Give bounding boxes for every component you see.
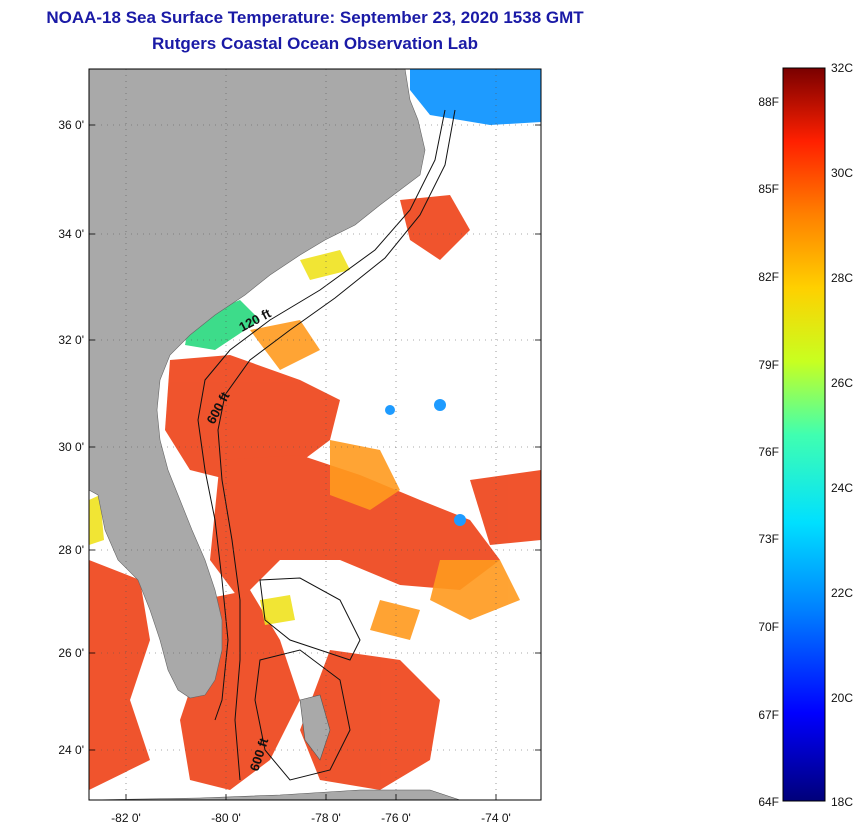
bahamas-bank-contour-south (254, 649, 351, 781)
lat-label-28: 28 0' (58, 543, 84, 557)
cb-f-70: 70F (758, 620, 779, 634)
bahamas-bank-contour (259, 577, 361, 661)
cb-f-85: 85F (758, 182, 779, 196)
cb-c-26: 26C (831, 376, 853, 390)
lat-label-24: 24 0' (58, 743, 84, 757)
isobath-120ft (197, 109, 446, 721)
cb-f-73: 73F (758, 532, 779, 546)
cb-c-30: 30C (831, 166, 853, 180)
cb-f-82: 82F (758, 270, 779, 284)
lat-label-26: 26 0' (58, 646, 84, 660)
colorbar (782, 67, 826, 802)
land-cuba (89, 789, 461, 800)
cb-f-79: 79F (758, 358, 779, 372)
cb-c-20: 20C (831, 691, 853, 705)
lon-label-78: -78 0' (311, 811, 341, 825)
cb-f-64: 64F (758, 795, 779, 809)
lon-label-76: -76 0' (381, 811, 411, 825)
sst-orange-patches (250, 320, 520, 640)
cb-c-24: 24C (831, 481, 853, 495)
cb-c-32: 32C (831, 61, 853, 75)
longitude-labels: -82 0' -80 0' -78 0' -76 0' -74 0' (111, 811, 511, 825)
colorbar-fahrenheit-labels: 88F 85F 82F 79F 76F 73F 70F 67F 64F (758, 95, 779, 809)
lat-label-32: 32 0' (58, 333, 84, 347)
lon-label-74: -74 0' (481, 811, 511, 825)
cb-f-88: 88F (758, 95, 779, 109)
lat-label-30: 30 0' (58, 440, 84, 454)
cb-f-67: 67F (758, 708, 779, 722)
land-us-southeast (89, 69, 426, 699)
isobath-600ft (217, 109, 456, 781)
lon-label-80: -80 0' (211, 811, 241, 825)
lat-label-34: 34 0' (58, 227, 84, 241)
map-title: NOAA-18 Sea Surface Temperature: Septemb… (46, 8, 584, 27)
colorbar-celsius-labels: 32C 30C 28C 26C 24C 22C 20C 18C (831, 61, 853, 809)
cb-f-76: 76F (758, 445, 779, 459)
cb-c-28: 28C (831, 271, 853, 285)
cb-c-18: 18C (831, 795, 853, 809)
cb-c-22: 22C (831, 586, 853, 600)
latitude-labels: 36 0' 34 0' 32 0' 30 0' 28 0' 26 0' 24 0… (58, 118, 84, 757)
lat-label-36: 36 0' (58, 118, 84, 132)
map-frame (88, 68, 542, 801)
land-bahamas (299, 694, 331, 761)
map-subtitle: Rutgers Coastal Ocean Observation Lab (152, 34, 478, 53)
lon-label-82: -82 0' (111, 811, 141, 825)
sst-yellow-patches (89, 250, 350, 625)
map-ticks (89, 124, 541, 800)
